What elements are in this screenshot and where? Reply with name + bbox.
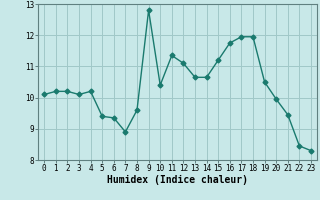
X-axis label: Humidex (Indice chaleur): Humidex (Indice chaleur): [107, 175, 248, 185]
